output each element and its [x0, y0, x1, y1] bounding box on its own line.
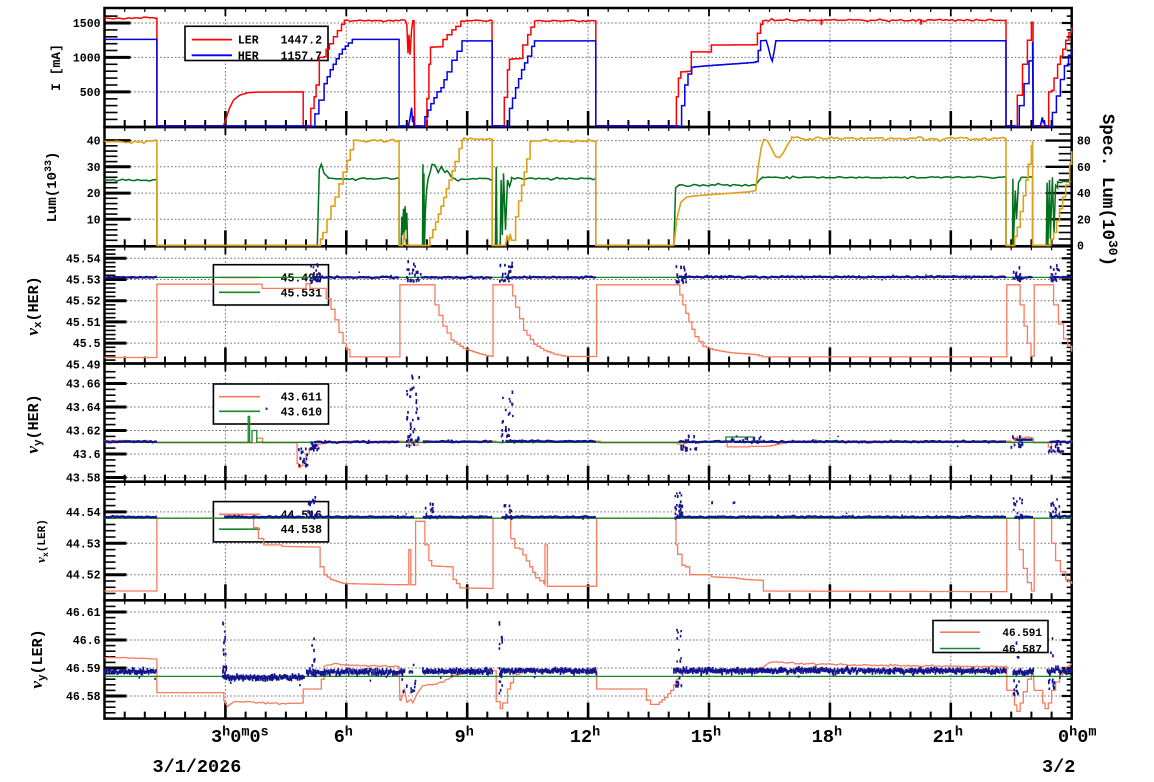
svg-text:44.54: 44.54 [66, 507, 101, 520]
svg-text:43.611: 43.611 [281, 392, 323, 405]
svg-text:0h​0m​: 0h​0m​ [1058, 726, 1096, 749]
svg-text:HER: HER [238, 50, 259, 63]
svg-text:45.5: 45.5 [73, 338, 101, 351]
svg-text:46.61: 46.61 [66, 607, 101, 620]
svg-text:45.49: 45.49 [66, 359, 101, 372]
svg-text:I [mA]: I [mA] [49, 44, 64, 91]
svg-text:45.531: 45.531 [281, 287, 323, 300]
svg-text:43.66: 43.66 [66, 379, 101, 392]
svg-text:46.58: 46.58 [66, 691, 101, 704]
svg-text:43.610: 43.610 [281, 406, 323, 419]
svg-text:30: 30 [87, 162, 101, 175]
svg-text:45.51: 45.51 [66, 317, 101, 330]
svg-text:500: 500 [80, 87, 101, 100]
svg-text:45.52: 45.52 [66, 296, 101, 309]
svg-text:3h​0m​0s​: 3h​0m​0s​ [211, 726, 269, 749]
svg-text:Spec. Lum(1030​): Spec. Lum(1030​) [1097, 114, 1120, 266]
svg-text:46.59: 46.59 [66, 663, 101, 676]
svg-text:νx(LER): νx(LER) [33, 519, 51, 563]
svg-text:νx(HER): νx(HER) [23, 276, 45, 335]
svg-text:1447.2: 1447.2 [281, 35, 323, 48]
svg-text:80: 80 [1077, 136, 1091, 149]
svg-text:3/2: 3/2 [1042, 757, 1075, 778]
svg-text:43.58: 43.58 [66, 473, 101, 486]
svg-text:40: 40 [1077, 188, 1091, 201]
svg-text:45.53: 45.53 [66, 275, 101, 288]
svg-text:20: 20 [1077, 214, 1091, 227]
svg-text:43.62: 43.62 [66, 426, 101, 439]
svg-text:40: 40 [87, 136, 101, 149]
svg-text:44.538: 44.538 [281, 524, 323, 537]
svg-text:1157.7: 1157.7 [281, 50, 323, 63]
svg-text:44.53: 44.53 [66, 538, 101, 551]
svg-text:20: 20 [87, 188, 101, 201]
svg-text:45.54: 45.54 [66, 253, 101, 266]
svg-text:46.6: 46.6 [73, 635, 101, 648]
svg-text:44.52: 44.52 [66, 570, 101, 583]
svg-text:43.6: 43.6 [73, 449, 101, 462]
svg-text:3/1/2026: 3/1/2026 [153, 757, 242, 778]
svg-text:1000: 1000 [73, 52, 101, 65]
svg-text:60: 60 [1077, 162, 1091, 175]
svg-text:46.591: 46.591 [1002, 628, 1042, 640]
svg-text:νy(HER): νy(HER) [23, 394, 45, 453]
svg-text:νy(LER): νy(LER) [27, 629, 49, 688]
svg-text:10: 10 [87, 214, 101, 227]
svg-text:0: 0 [1077, 241, 1084, 254]
svg-text:LER: LER [238, 35, 259, 48]
svg-text:1500: 1500 [73, 18, 101, 31]
svg-text:43.64: 43.64 [66, 402, 101, 415]
svg-text:46.587: 46.587 [1002, 645, 1042, 657]
